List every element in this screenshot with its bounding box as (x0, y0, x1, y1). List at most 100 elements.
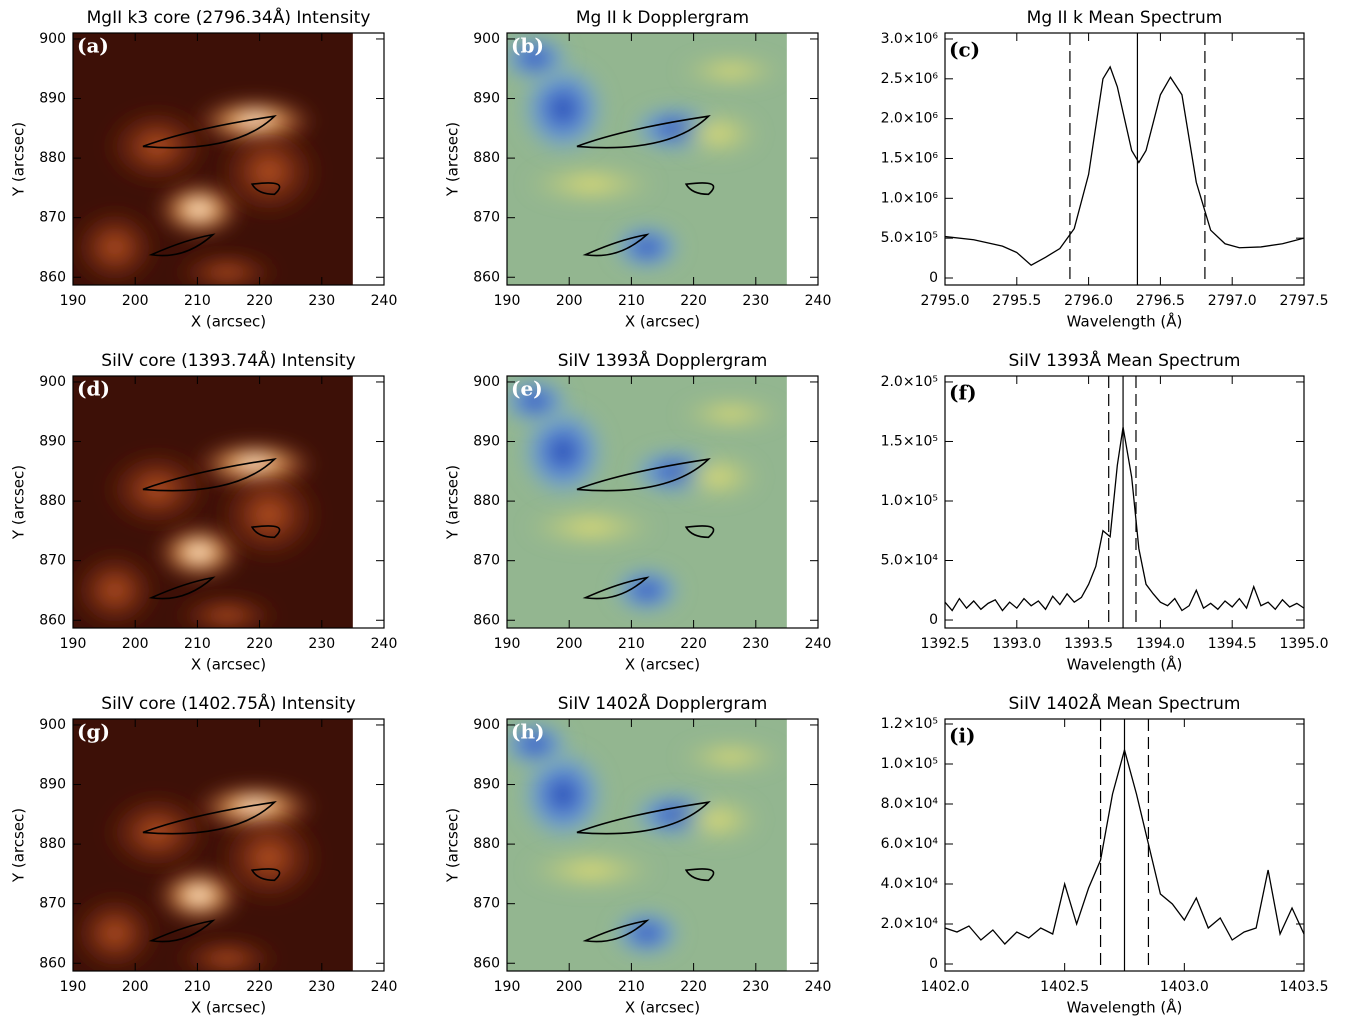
contour (576, 800, 711, 835)
contour (582, 233, 650, 257)
panel-label: (f) (949, 381, 977, 405)
map-feature (523, 507, 659, 548)
y-tick-label: 6.0×10⁴ (881, 836, 939, 852)
x-tick-label: 240 (371, 293, 398, 309)
plot-title: SiIV 1393Å Mean Spectrum (1009, 349, 1241, 371)
x-tick-label: 220 (246, 636, 273, 652)
panel-label: (i) (949, 724, 976, 748)
x-tick-label: 2797.0 (1208, 293, 1257, 309)
map-feature (173, 938, 281, 971)
x-tick-label: 210 (184, 979, 211, 995)
x-axis-label: Wavelength (Å) (1067, 312, 1183, 331)
map-image (73, 719, 353, 971)
x-tick-label: 190 (60, 293, 87, 309)
y-axis-label: Y (arcsec) (444, 122, 462, 197)
y-tick-label: 900 (39, 374, 66, 390)
map-feature (103, 449, 211, 530)
x-tick-label: 1403.5 (1280, 979, 1329, 995)
y-tick-label: 3.0×10⁶ (881, 31, 939, 47)
map-image (73, 33, 353, 285)
map-feature (672, 795, 762, 844)
x-tick-label: 220 (246, 293, 273, 309)
y-tick-label: 1.5×10⁵ (881, 433, 938, 449)
map-feature (611, 566, 683, 615)
x-tick-label: 1402.5 (1040, 979, 1089, 995)
y-tick-label: 870 (473, 896, 500, 912)
map-feature (215, 809, 323, 906)
map-feature (215, 123, 323, 220)
x-axis-label: X (arcsec) (191, 999, 266, 1017)
y-tick-label: 5.0×10⁴ (881, 553, 939, 569)
y-tick-label: 860 (39, 269, 66, 285)
y-tick-label: 890 (39, 777, 66, 793)
y-axis-label: Y (arcsec) (10, 808, 28, 883)
y-tick-label: 890 (39, 434, 66, 450)
map-feature (518, 60, 608, 157)
y-tick-label: 860 (473, 612, 500, 628)
contour (250, 525, 281, 539)
x-tick-label: 230 (308, 293, 335, 309)
map-image (507, 376, 787, 628)
contour (142, 114, 277, 149)
contour (582, 576, 650, 600)
x-tick-label: 2797.5 (1280, 293, 1329, 309)
map-feature (677, 397, 785, 430)
map-feature (173, 252, 281, 285)
plot-title: SiIV core (1402.75Å) Intensity (101, 692, 355, 714)
y-tick-label: 0 (929, 612, 938, 628)
x-tick-label: 210 (184, 293, 211, 309)
plot-frame (506, 718, 819, 972)
y-tick-label: 890 (39, 91, 66, 107)
x-tick-label: 200 (556, 293, 583, 309)
x-tick-label: 200 (556, 979, 583, 995)
panel-label: (g) (77, 720, 110, 744)
x-tick-label: 1394.5 (1208, 636, 1257, 652)
x-tick-label: 210 (618, 293, 645, 309)
contour (142, 800, 277, 835)
y-tick-label: 2.0×10⁴ (881, 916, 939, 932)
plot-title: SiIV 1402Å Mean Spectrum (1009, 692, 1241, 714)
x-tick-label: 190 (494, 636, 521, 652)
x-tick-label: 2796.5 (1136, 293, 1185, 309)
y-tick-label: 860 (39, 955, 66, 971)
map-feature (173, 595, 281, 628)
map-feature (507, 720, 571, 769)
x-tick-label: 190 (494, 293, 521, 309)
contour (148, 233, 216, 257)
plot-frame (72, 32, 385, 286)
y-tick-label: 2.0×10⁵ (881, 374, 938, 390)
x-tick-label: 240 (805, 979, 832, 995)
x-tick-label: 210 (618, 636, 645, 652)
x-tick-label: 210 (184, 636, 211, 652)
y-tick-label: 880 (473, 150, 500, 166)
map-feature (73, 892, 160, 971)
map-feature (103, 792, 211, 873)
x-tick-label: 230 (742, 636, 769, 652)
y-axis-label: Y (arcsec) (444, 465, 462, 540)
x-tick-label: 2796.0 (1064, 293, 1113, 309)
y-tick-label: 880 (473, 836, 500, 852)
panel-label: (h) (511, 720, 544, 744)
plot-frame (944, 718, 1305, 972)
x-tick-label: 210 (618, 979, 645, 995)
y-tick-label: 0 (929, 956, 938, 972)
y-tick-label: 900 (473, 717, 500, 733)
x-tick-label: 190 (494, 979, 521, 995)
x-tick-label: 240 (805, 293, 832, 309)
x-axis-label: X (arcsec) (191, 313, 266, 331)
contour (142, 457, 277, 492)
y-tick-label: 870 (473, 210, 500, 226)
x-tick-label: 200 (122, 293, 149, 309)
y-tick-label: 8.0×10⁴ (881, 796, 939, 812)
y-tick-label: 1.0×10⁵ (881, 756, 938, 772)
map-feature (523, 850, 659, 891)
panel-label: (d) (77, 377, 110, 401)
map-feature (154, 867, 244, 924)
map-feature (611, 909, 683, 958)
contour (582, 919, 650, 943)
x-tick-label: 230 (742, 293, 769, 309)
y-tick-label: 880 (39, 493, 66, 509)
map-feature (672, 452, 762, 501)
y-tick-label: 880 (473, 493, 500, 509)
x-tick-label: 1394.0 (1136, 636, 1185, 652)
